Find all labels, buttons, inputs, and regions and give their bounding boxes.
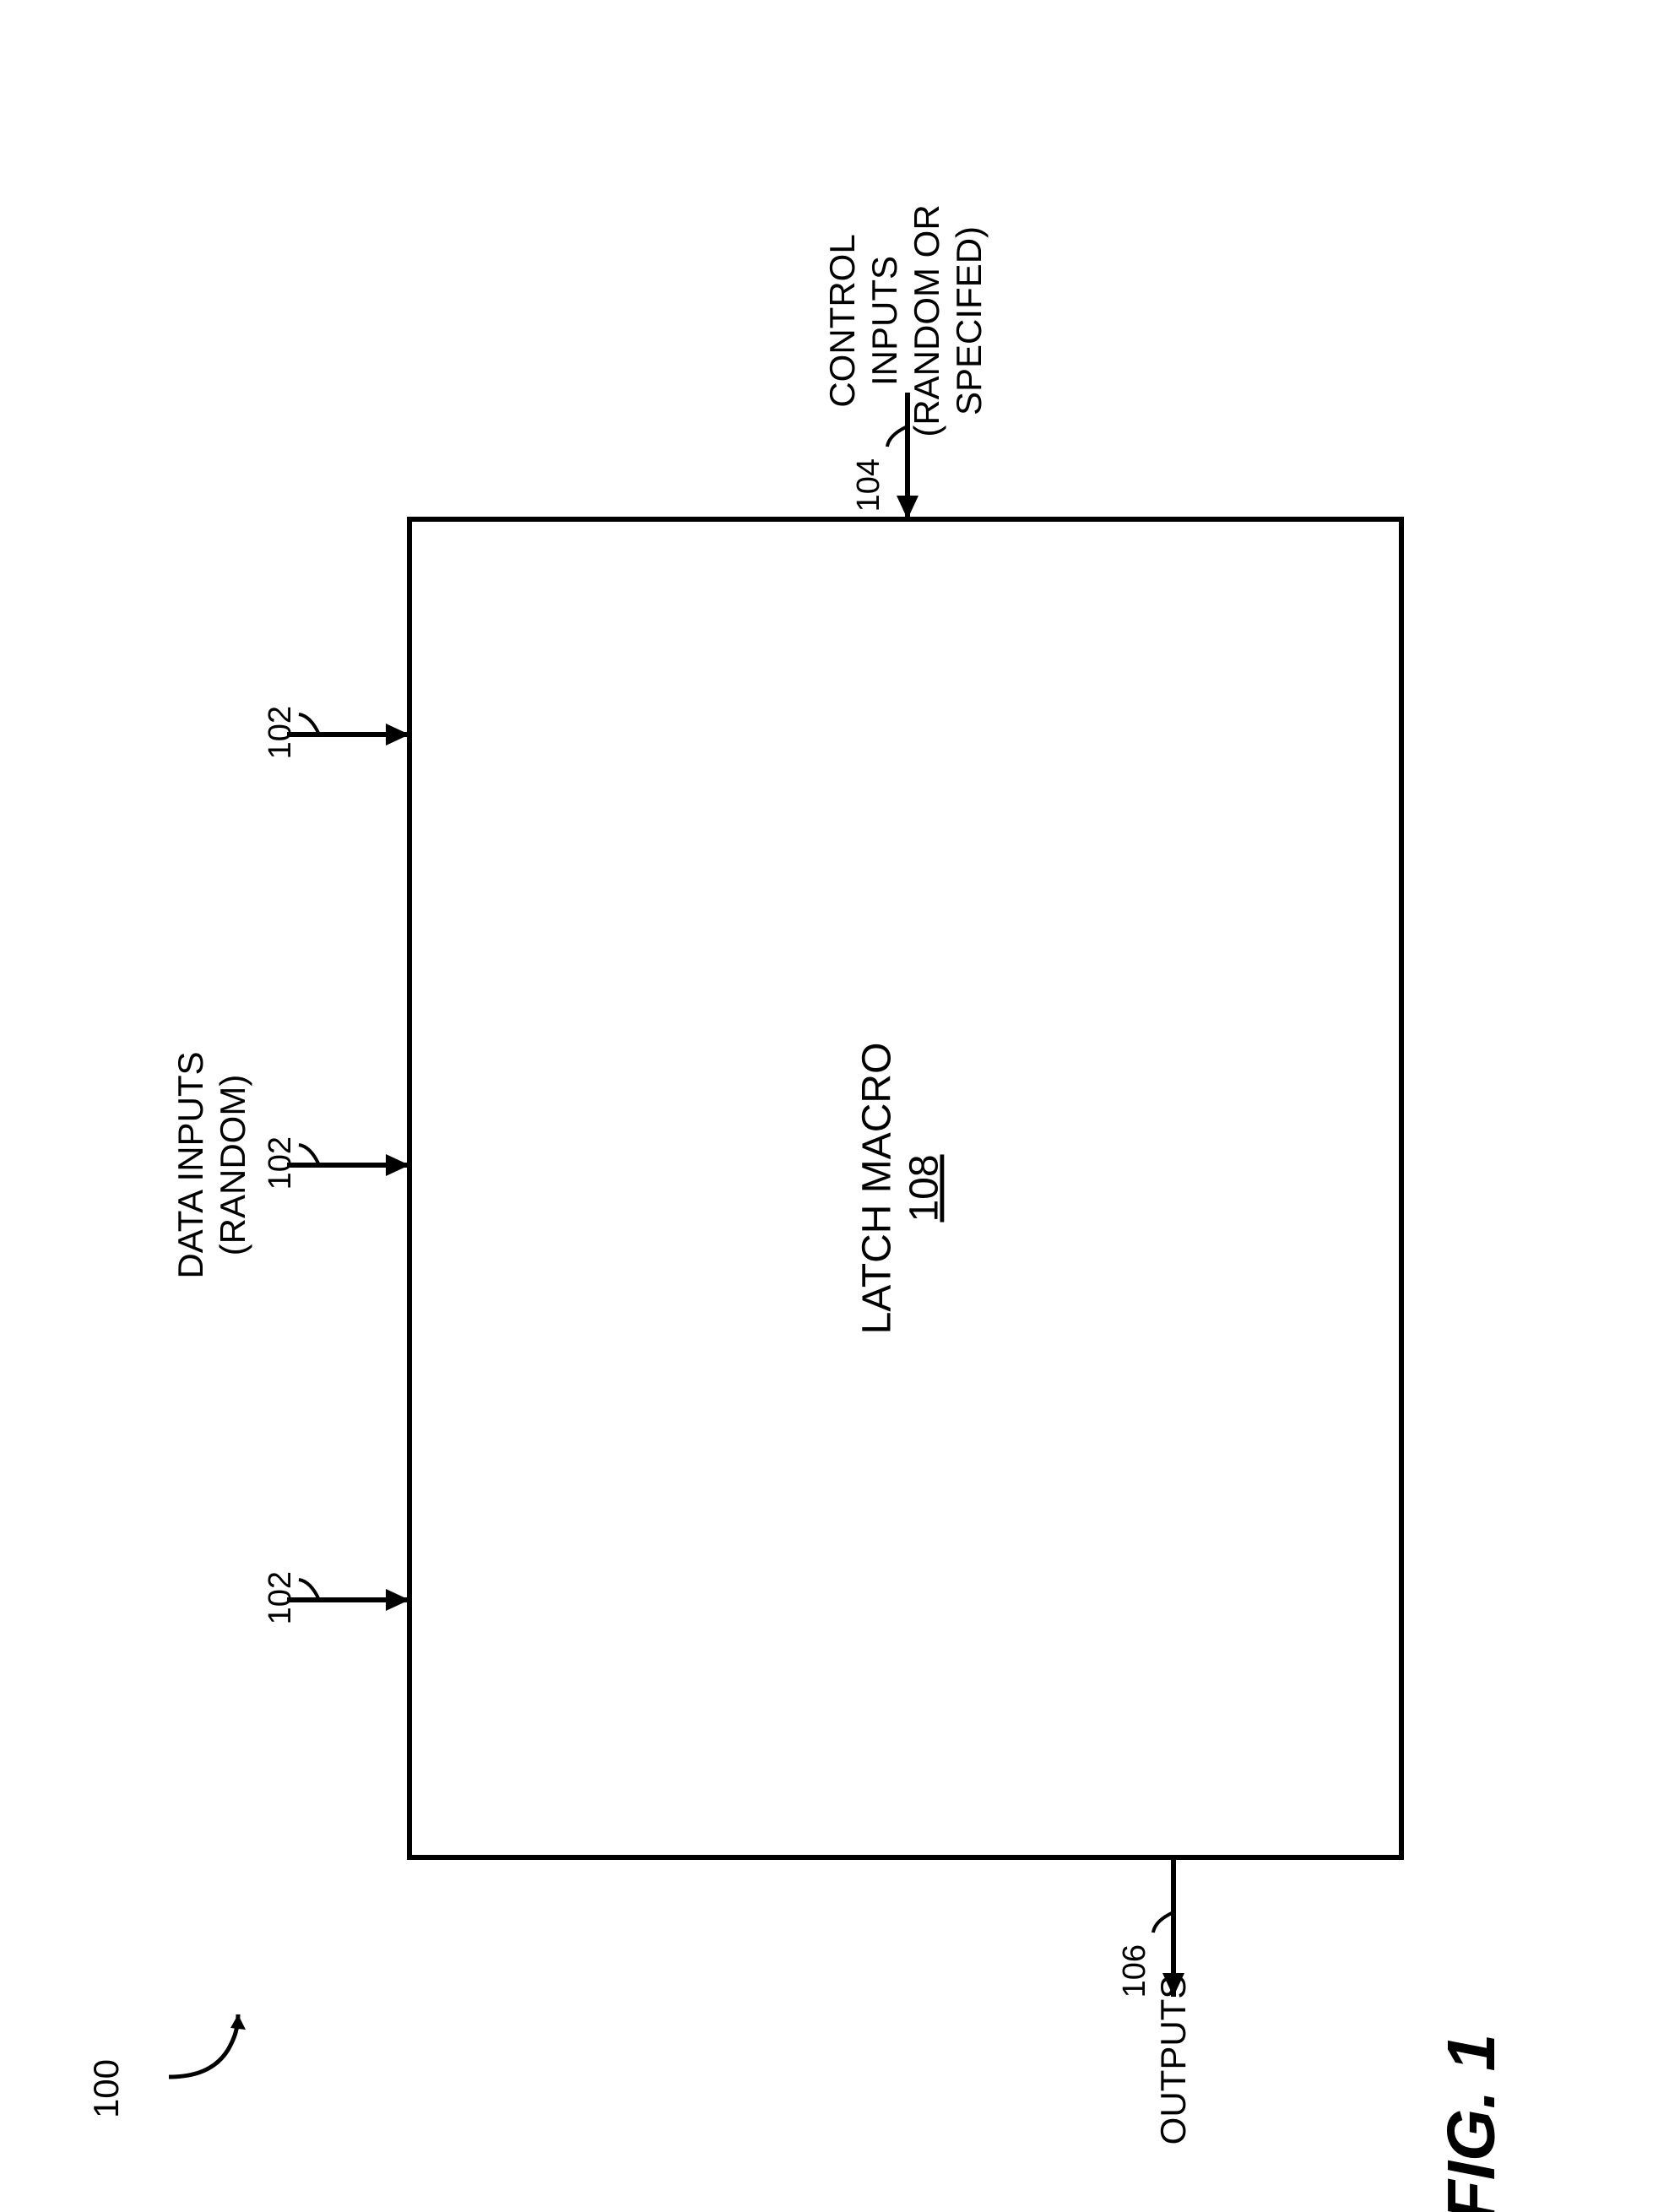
control-inputs-label-4: SPECIFED): [949, 226, 989, 415]
outputs-label-group: OUTPUTS: [1153, 1976, 1193, 2145]
control-inputs-label-2: INPUTS: [864, 256, 904, 386]
data-inputs-label-2: (RANDOM): [213, 1075, 252, 1256]
svg-text:106: 106: [1117, 1944, 1152, 1998]
svg-text:102: 102: [263, 1136, 298, 1190]
svg-text:102: 102: [263, 706, 298, 759]
figure-label: FIG. 1: [1433, 2034, 1509, 2212]
outputs-label: OUTPUTS: [1153, 1976, 1193, 2145]
control-inputs-label-1: CONTROL: [822, 234, 862, 407]
latch-macro-ref: 108: [902, 1154, 947, 1222]
control-inputs-label-3: (RANDOM OR: [907, 204, 946, 436]
svg-text:104: 104: [851, 458, 886, 512]
data-inputs-label-1: DATA INPUTS: [171, 1051, 210, 1278]
figure-ref-100: 100: [86, 2059, 126, 2118]
latch-macro-title: LATCH MACRO: [855, 1043, 900, 1335]
svg-text:102: 102: [263, 1571, 298, 1624]
diagram-canvas: LATCH MACRO108102102102DATA INPUTS(RANDO…: [0, 0, 1669, 2212]
